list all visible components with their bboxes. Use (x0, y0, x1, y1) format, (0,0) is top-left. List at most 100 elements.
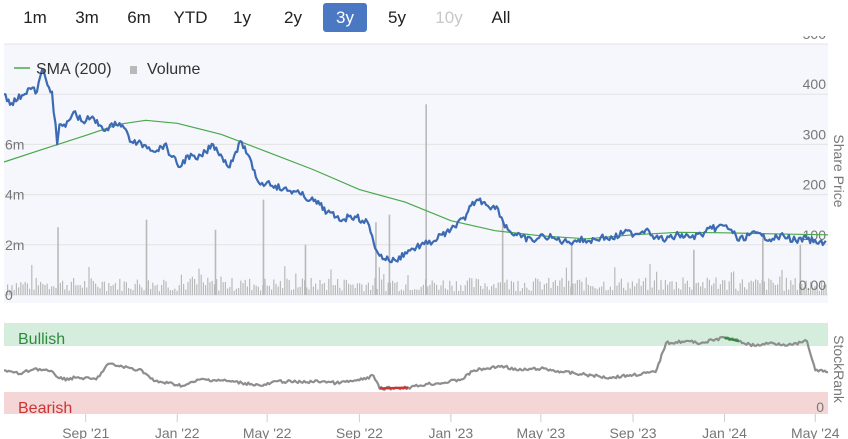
volume-bar (460, 285, 462, 295)
volume-bar (770, 279, 772, 295)
volume-bar (209, 282, 211, 295)
volume-bar (825, 284, 827, 295)
range-button-2y[interactable]: 2y (284, 8, 302, 27)
volume-bar (717, 288, 719, 295)
volume-bar (110, 286, 112, 295)
volume-bar (636, 283, 638, 295)
volume-bar (722, 280, 724, 295)
volume-bar (99, 288, 101, 295)
volume-bar (286, 278, 288, 295)
volume-bar (231, 277, 233, 295)
volume-bar (31, 264, 33, 295)
volume-bar (341, 290, 343, 295)
volume-bar (40, 281, 42, 295)
volume-bar (728, 281, 730, 295)
volume-bar (700, 286, 702, 295)
range-button-5y[interactable]: 5y (388, 8, 406, 27)
volume-bar (264, 278, 266, 295)
volume-bar (711, 285, 713, 295)
volume-bar (273, 279, 275, 295)
volume-bar (323, 282, 325, 295)
volume-bar (662, 289, 664, 295)
volume-bar (224, 281, 226, 295)
volume-bar (719, 284, 721, 295)
volume-bar (680, 289, 682, 295)
volume-bar (585, 277, 587, 295)
volume-bar (612, 290, 614, 295)
volume-bar (656, 271, 658, 295)
volume-bar (95, 283, 97, 295)
volume-bar (229, 286, 231, 295)
volume-bar (123, 281, 125, 295)
volume-bar (152, 282, 154, 295)
volume-bar (427, 286, 429, 295)
volume-bar (541, 289, 543, 295)
volume-bar (563, 286, 565, 295)
volume-bar (143, 290, 145, 295)
volume-bar (332, 285, 334, 295)
volume-bar (218, 290, 220, 295)
x-tick-label: May '24 (791, 425, 840, 439)
volume-bar (359, 283, 361, 295)
volume-bar (543, 284, 545, 295)
volume-bar (326, 290, 328, 295)
volume-bar (616, 285, 618, 295)
volume-bar (433, 282, 435, 295)
x-tick-label: May '22 (243, 425, 292, 439)
range-button-10y: 10y (435, 8, 463, 27)
range-button-ytd[interactable]: YTD (173, 8, 208, 27)
volume-bar (112, 284, 114, 295)
range-button-1m[interactable]: 1m (23, 8, 47, 27)
volume-bar (634, 286, 636, 295)
volume-bar (411, 290, 413, 295)
volume-bar-spike (799, 244, 802, 295)
volume-bar (530, 290, 532, 295)
volume-bar (90, 278, 92, 295)
range-button-all[interactable]: All (491, 8, 511, 27)
volume-bar (667, 284, 669, 295)
legend-volume-label[interactable]: Volume (147, 61, 200, 78)
volume-bar (13, 290, 15, 295)
volume-bar (319, 279, 321, 295)
stockrank-line[interactable] (3, 335, 829, 391)
volume-bar (420, 286, 422, 295)
volume-bar (568, 280, 570, 295)
volume-bar (733, 271, 735, 295)
range-button-6m[interactable]: 6m (127, 8, 151, 27)
volume-bar-spike (425, 104, 427, 296)
volume-bar (257, 286, 259, 295)
volume-bar (394, 283, 396, 295)
share-price-line[interactable] (3, 68, 827, 264)
volume-bar (238, 288, 240, 295)
volume-bar (739, 283, 741, 295)
volume-bar (194, 279, 196, 295)
volume-bar (653, 280, 655, 295)
range-button-3m[interactable]: 3m (75, 8, 99, 27)
volume-bar (121, 290, 123, 295)
volume-bar (84, 280, 86, 295)
volume-bar (480, 285, 482, 295)
volume-bar (117, 289, 119, 295)
range-button-3y[interactable]: 3y (323, 3, 367, 32)
volume-bar (97, 286, 99, 295)
volume-bar (642, 281, 644, 295)
volume-bar (383, 274, 385, 295)
range-button-1y[interactable]: 1y (233, 8, 251, 27)
volume-bar (167, 287, 169, 295)
volume-bar (737, 290, 739, 295)
volume-bar (651, 287, 653, 295)
volume-bar (510, 280, 512, 295)
legend-sma-label[interactable]: SMA (200) (36, 61, 112, 78)
volume-bar (627, 282, 629, 295)
volume-bar (213, 284, 215, 295)
volume-tick-label: 0 (5, 287, 13, 303)
volume-axis: 0 2m 4m 6m (5, 136, 24, 303)
volume-bar (260, 290, 262, 295)
volume-bar (548, 277, 550, 295)
volume-bar (227, 288, 229, 295)
volume-bar (499, 282, 501, 295)
volume-bar (92, 280, 94, 295)
volume-bar (546, 283, 548, 295)
volume-bar (381, 279, 383, 295)
legend[interactable]: SMA (200) Volume (14, 61, 200, 78)
